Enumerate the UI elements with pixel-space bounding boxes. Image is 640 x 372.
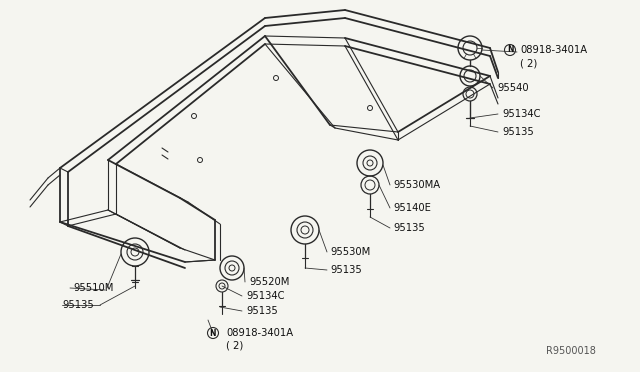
Text: 95135: 95135 (246, 306, 278, 316)
Text: N: N (210, 328, 216, 337)
Text: 95540: 95540 (497, 83, 529, 93)
Text: 95530M: 95530M (330, 247, 371, 257)
Text: ( 2): ( 2) (226, 341, 243, 351)
Text: 95140E: 95140E (393, 203, 431, 213)
Text: 95135: 95135 (393, 223, 425, 233)
Text: 95135: 95135 (502, 127, 534, 137)
Text: R9500018: R9500018 (546, 346, 596, 356)
Text: 95135: 95135 (62, 300, 93, 310)
Text: 08918-3401A: 08918-3401A (520, 45, 587, 55)
Text: 95134C: 95134C (502, 109, 541, 119)
Text: 95520M: 95520M (249, 277, 289, 287)
Text: N: N (507, 45, 513, 55)
Text: 95135: 95135 (330, 265, 362, 275)
Text: 95510M: 95510M (73, 283, 113, 293)
Text: 95134C: 95134C (246, 291, 285, 301)
Text: 08918-3401A: 08918-3401A (226, 328, 293, 338)
Text: ( 2): ( 2) (520, 58, 537, 68)
Text: 95530MA: 95530MA (393, 180, 440, 190)
